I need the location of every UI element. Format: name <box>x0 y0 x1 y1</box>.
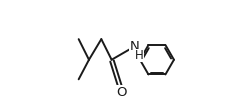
Text: N: N <box>130 40 140 53</box>
Text: O: O <box>117 86 127 99</box>
Text: H: H <box>135 49 143 62</box>
